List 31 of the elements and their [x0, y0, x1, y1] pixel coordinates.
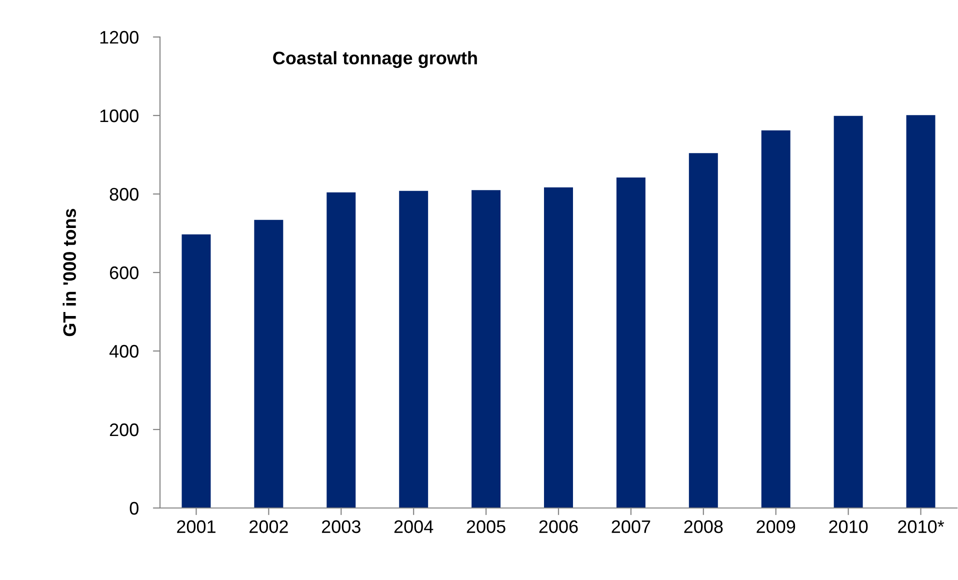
y-tick-label: 200	[110, 423, 138, 436]
x-tick-label: 2010*	[898, 520, 944, 534]
x-tick-label: 2003	[322, 520, 360, 534]
x-tick-label: 2010	[829, 520, 868, 534]
y-tick-label: 400	[109, 344, 138, 358]
y-tick-label: 1000	[100, 109, 138, 122]
x-tick-label: 2008	[684, 520, 723, 534]
x-tick-label: 2006	[539, 520, 578, 534]
y-tick-label: 1200	[100, 30, 138, 44]
bar	[544, 187, 573, 508]
bar	[254, 220, 284, 508]
y-axis-title: GT in '000 tons	[62, 208, 76, 336]
y-tick-label: 600	[110, 266, 138, 280]
x-tick-label: 2009	[756, 520, 796, 534]
bar	[761, 130, 790, 508]
x-tick-label: 2007	[612, 520, 650, 534]
bar	[399, 190, 428, 508]
text: Coastal tonnage growth	[273, 51, 477, 68]
y-tick-label: 800	[110, 188, 138, 201]
bar	[906, 115, 936, 508]
bar	[472, 190, 501, 508]
x-tick-label: 2001	[177, 520, 216, 534]
x-tick-label: 2005	[466, 520, 506, 534]
y-tick-label: 0	[130, 502, 138, 515]
bar	[182, 234, 211, 508]
bar	[688, 153, 718, 508]
bar	[326, 192, 356, 508]
bar	[834, 116, 863, 508]
x-tick-label: 2004	[394, 520, 434, 534]
bar	[616, 178, 646, 508]
x-tick-label: 2002	[250, 520, 288, 534]
